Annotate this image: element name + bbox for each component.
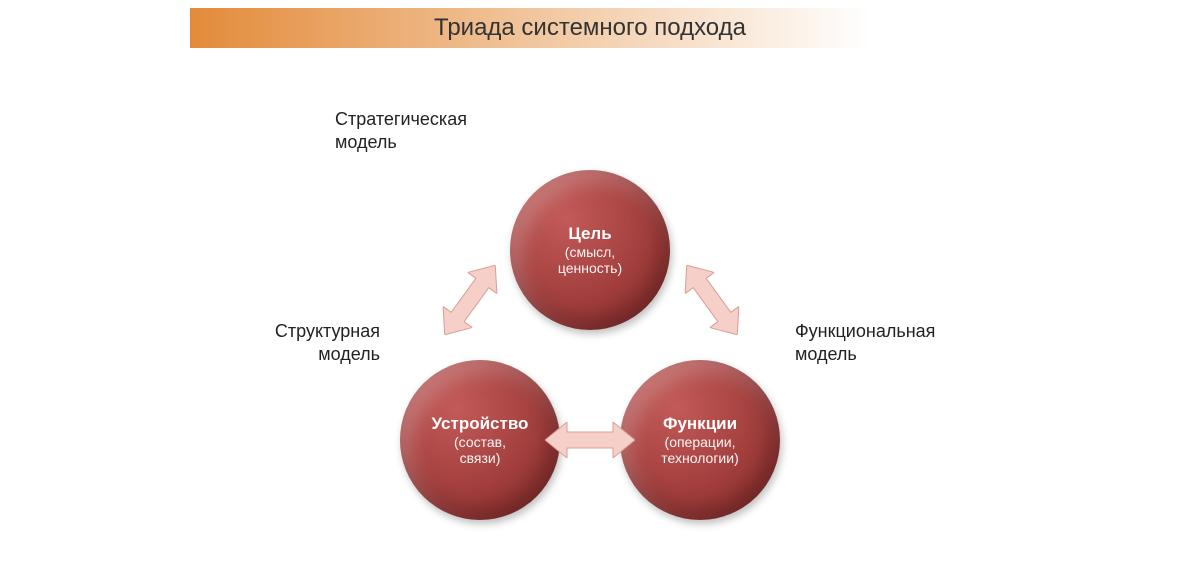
- node-device-title: Устройство: [432, 414, 529, 434]
- label-functional: Функциональная модель: [795, 320, 935, 365]
- node-function-sub: (операции, технологии): [661, 434, 738, 466]
- node-goal-title: Цель: [568, 224, 611, 244]
- arrow-goal-device: [430, 255, 510, 346]
- arrow-goal-function: [672, 255, 752, 346]
- node-goal-sub: (смысл, ценность): [558, 244, 622, 276]
- label-structural: Структурная модель: [275, 320, 380, 365]
- label-strategic: Стратегическая модель: [335, 108, 467, 153]
- node-device: Устройство (состав, связи): [400, 360, 560, 520]
- node-function-title: Функции: [663, 414, 737, 434]
- title-bar: Триада системного подхода: [190, 8, 990, 48]
- arrow-device-function: [545, 422, 635, 458]
- node-goal: Цель (смысл, ценность): [510, 170, 670, 330]
- page-title: Триада системного подхода: [434, 14, 746, 42]
- node-device-sub: (состав, связи): [454, 434, 506, 466]
- node-function: Функции (операции, технологии): [620, 360, 780, 520]
